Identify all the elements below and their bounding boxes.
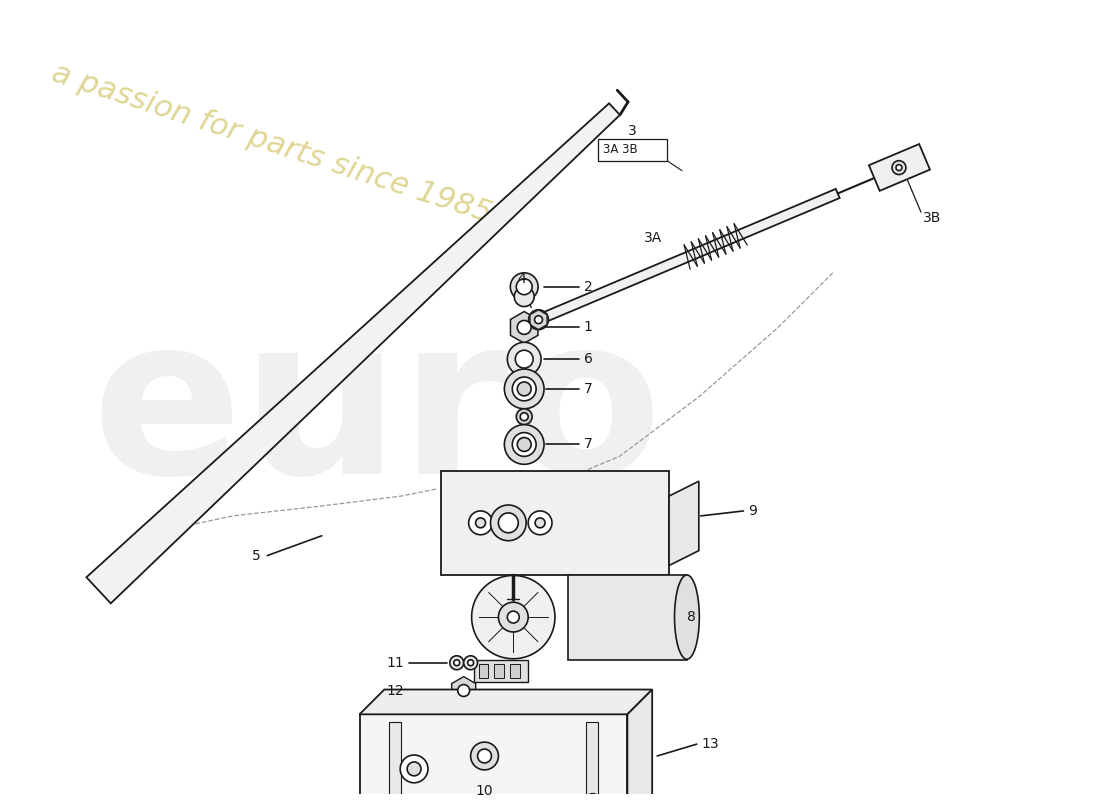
- Text: 7: 7: [584, 438, 593, 451]
- Circle shape: [535, 316, 542, 324]
- Bar: [585, 722, 597, 800]
- Circle shape: [469, 511, 493, 534]
- Circle shape: [450, 656, 464, 670]
- Text: 2: 2: [584, 280, 593, 294]
- Circle shape: [477, 749, 492, 763]
- Circle shape: [498, 513, 518, 533]
- Circle shape: [517, 438, 531, 451]
- Circle shape: [516, 409, 532, 425]
- Bar: [510, 664, 520, 678]
- Circle shape: [513, 433, 536, 456]
- Text: 11: 11: [386, 656, 404, 670]
- Polygon shape: [627, 690, 652, 800]
- Circle shape: [515, 286, 535, 306]
- Polygon shape: [87, 103, 620, 603]
- Circle shape: [507, 611, 519, 623]
- Circle shape: [510, 273, 538, 301]
- Text: 10: 10: [475, 784, 493, 798]
- Circle shape: [892, 161, 906, 174]
- Circle shape: [472, 575, 556, 658]
- Polygon shape: [518, 189, 839, 332]
- Bar: [360, 714, 627, 800]
- Circle shape: [407, 762, 421, 776]
- Circle shape: [498, 602, 528, 632]
- Circle shape: [471, 742, 498, 770]
- Text: 13: 13: [702, 737, 719, 751]
- Text: 5: 5: [252, 549, 261, 562]
- Text: 7: 7: [584, 382, 593, 396]
- Circle shape: [491, 505, 526, 541]
- Bar: [597, 139, 667, 161]
- Text: 4: 4: [518, 272, 527, 286]
- Circle shape: [520, 413, 528, 421]
- Circle shape: [505, 369, 544, 409]
- Text: euro: euro: [91, 306, 663, 520]
- Circle shape: [517, 382, 531, 396]
- Bar: [389, 722, 402, 800]
- Circle shape: [507, 342, 541, 376]
- Bar: [441, 471, 669, 575]
- Circle shape: [529, 310, 549, 330]
- Text: a passion for parts since 1985: a passion for parts since 1985: [48, 58, 495, 228]
- Circle shape: [896, 165, 902, 170]
- Polygon shape: [869, 144, 929, 191]
- Circle shape: [528, 511, 552, 534]
- Circle shape: [515, 350, 534, 368]
- Circle shape: [468, 660, 474, 666]
- Circle shape: [585, 794, 601, 800]
- Polygon shape: [669, 481, 698, 566]
- Bar: [568, 575, 686, 660]
- Text: 12: 12: [386, 683, 404, 698]
- Text: 9: 9: [748, 504, 757, 518]
- Bar: [478, 664, 488, 678]
- Text: 3A 3B: 3A 3B: [603, 143, 637, 156]
- Circle shape: [475, 518, 485, 528]
- Polygon shape: [360, 690, 652, 714]
- Ellipse shape: [674, 575, 700, 659]
- Text: 6: 6: [584, 352, 593, 366]
- Circle shape: [458, 685, 470, 697]
- Text: 1: 1: [584, 321, 593, 334]
- Text: 3: 3: [628, 124, 637, 138]
- Circle shape: [517, 321, 531, 334]
- Circle shape: [513, 377, 536, 401]
- Text: 8: 8: [686, 610, 696, 624]
- Bar: [494, 664, 505, 678]
- Circle shape: [535, 518, 544, 528]
- Circle shape: [400, 755, 428, 782]
- Circle shape: [516, 278, 532, 294]
- Bar: [474, 660, 528, 682]
- Circle shape: [505, 425, 544, 464]
- Circle shape: [464, 656, 477, 670]
- Text: 3B: 3B: [923, 210, 942, 225]
- Circle shape: [454, 660, 460, 666]
- Text: 3A: 3A: [644, 230, 662, 245]
